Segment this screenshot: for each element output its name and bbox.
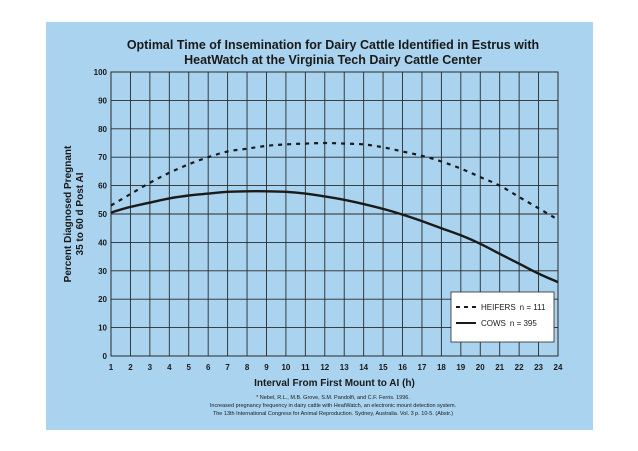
x-axis-label: Interval From First Mount to AI (h) xyxy=(254,378,415,389)
x-tick-label: 2 xyxy=(128,363,133,372)
y-tick-label: 20 xyxy=(98,295,107,304)
x-tick-label: 3 xyxy=(148,363,153,372)
x-tick-label: 1 xyxy=(109,363,114,372)
y-axis-label-line: 35 to 60 d Post AI xyxy=(75,172,86,255)
chart-title-line: HeatWatch at the Virginia Tech Dairy Cat… xyxy=(184,53,482,67)
x-tick-label: 24 xyxy=(554,363,563,372)
x-tick-label: 22 xyxy=(515,363,524,372)
y-tick-label: 30 xyxy=(98,267,107,276)
citation-line: Increased pregnancy frequency in dairy c… xyxy=(210,403,457,409)
x-tick-label: 11 xyxy=(301,363,310,372)
x-tick-label: 20 xyxy=(476,363,485,372)
x-tick-label: 7 xyxy=(225,363,230,372)
x-tick-label: 10 xyxy=(281,363,290,372)
x-tick-label: 8 xyxy=(245,363,250,372)
y-axis-ticks: 0 10 20 30 40 50 60 70 80 90 100 xyxy=(94,68,108,361)
legend-box xyxy=(450,291,555,343)
legend: HEIFERS n = 111 COWS n = 395 xyxy=(450,291,555,343)
x-tick-label: 6 xyxy=(206,363,211,372)
x-tick-label: 19 xyxy=(456,363,465,372)
legend-label-heifers: HEIFERS n = 111 xyxy=(481,303,546,312)
legend-series-name: COWS xyxy=(481,319,506,328)
y-tick-label: 60 xyxy=(98,182,107,191)
chart-title: Optimal Time of Insemination for Dairy C… xyxy=(127,38,539,67)
citation-line: The 13th International Congress for Anim… xyxy=(213,411,453,417)
y-axis-label: Percent Diagnosed Pregnant 35 to 60 d Pos… xyxy=(63,145,86,282)
x-tick-label: 23 xyxy=(534,363,543,372)
legend-label-cows: COWS n = 395 xyxy=(481,319,537,328)
y-tick-label: 50 xyxy=(98,210,107,219)
y-tick-label: 40 xyxy=(98,238,107,247)
x-tick-label: 13 xyxy=(340,363,349,372)
x-tick-label: 14 xyxy=(359,363,368,372)
citation-line: * Nebel, R.L., M.B. Grove, S.M. Pandolfi… xyxy=(256,395,410,401)
series-lines xyxy=(110,141,559,284)
chart-grid xyxy=(110,71,559,357)
y-tick-label: 80 xyxy=(98,125,107,134)
x-tick-label: 4 xyxy=(167,363,172,372)
x-tick-label: 5 xyxy=(187,363,192,372)
y-tick-label: 90 xyxy=(98,96,107,105)
legend-series-name: HEIFERS xyxy=(481,303,516,312)
legend-series-count: n = 395 xyxy=(510,319,537,328)
y-tick-label: 0 xyxy=(103,352,108,361)
x-tick-label: 15 xyxy=(379,363,388,372)
citation: * Nebel, R.L., M.B. Grove, S.M. Pandolfi… xyxy=(210,395,457,417)
x-tick-label: 21 xyxy=(495,363,504,372)
x-tick-label: 16 xyxy=(398,363,407,372)
x-axis-ticks: 1 2 3 4 5 6 7 8 9 10 11 12 13 14 15 16 17 18 19 20 21 22 23 24 xyxy=(109,363,563,372)
chart: Optimal Time of Insemination for Dairy C… xyxy=(63,38,563,417)
x-tick-label: 18 xyxy=(437,363,446,372)
y-axis-label-line: Percent Diagnosed Pregnant xyxy=(63,145,74,282)
x-tick-label: 12 xyxy=(320,363,329,372)
y-tick-label: 70 xyxy=(98,153,107,162)
y-tick-label: 100 xyxy=(94,68,108,77)
x-tick-label: 17 xyxy=(418,363,427,372)
chart-title-line: Optimal Time of Insemination for Dairy C… xyxy=(127,38,539,52)
slide-background: Optimal Time of Insemination for Dairy C… xyxy=(46,22,593,430)
series-line-cows xyxy=(110,190,559,284)
legend-series-count: n = 111 xyxy=(520,303,546,312)
y-tick-label: 10 xyxy=(98,324,107,333)
x-tick-label: 9 xyxy=(264,363,269,372)
series-line-heifers xyxy=(110,141,559,221)
